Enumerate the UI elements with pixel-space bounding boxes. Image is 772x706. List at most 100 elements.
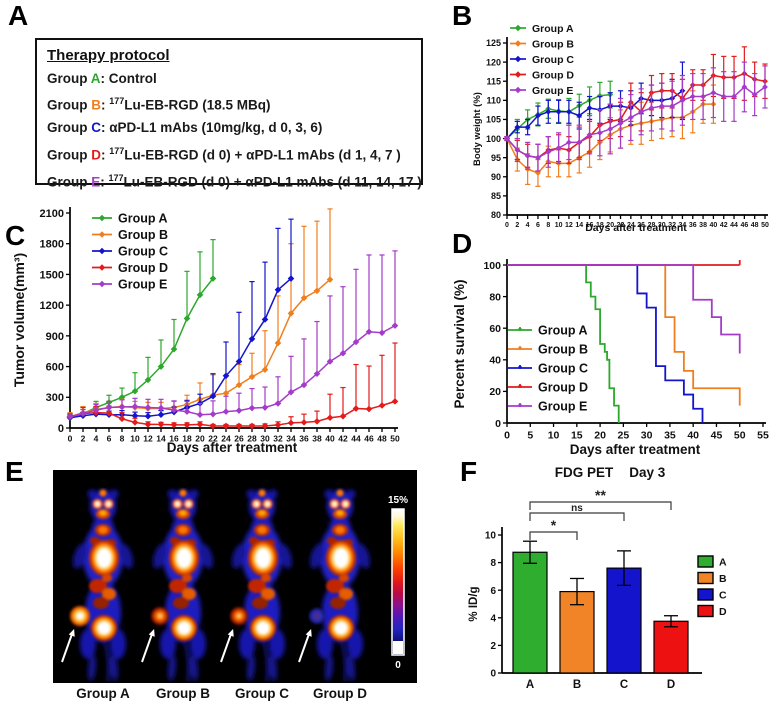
svg-text:1800: 1800	[40, 239, 64, 251]
svg-text:10: 10	[555, 222, 563, 229]
uptake-hotspots	[89, 489, 119, 641]
svg-text:2100: 2100	[40, 208, 64, 220]
svg-text:0: 0	[58, 423, 64, 435]
series-group-e	[66, 250, 399, 421]
svg-text:80: 80	[489, 291, 501, 303]
svg-text:12: 12	[143, 434, 153, 444]
svg-text:120: 120	[486, 57, 501, 67]
svg-text:95: 95	[491, 153, 501, 163]
panel-letter-f: F	[460, 456, 478, 487]
svg-text:20: 20	[606, 222, 614, 229]
sig-bracket	[529, 501, 672, 510]
svg-text:A: A	[526, 679, 534, 691]
sig-bracket	[529, 531, 578, 540]
svg-text:90: 90	[491, 172, 501, 182]
tumor-arrow	[141, 629, 155, 663]
tumor-hotspot	[70, 606, 90, 626]
svg-text:36: 36	[299, 434, 309, 444]
svg-text:28: 28	[247, 434, 257, 444]
panel-letter-a: A	[8, 0, 29, 31]
svg-text:15: 15	[571, 430, 583, 442]
protocol-title: Therapy protocol	[47, 47, 170, 64]
uptake-hotspots	[248, 489, 278, 641]
svg-text:Group B: Group B	[118, 228, 168, 242]
svg-text:24: 24	[627, 222, 635, 229]
svg-text:100: 100	[483, 260, 501, 272]
survival-chart: 0 20 40 60 80 100 0 5 10 15 20 25 30 35 40 45 50 55 Percen…	[452, 259, 769, 457]
svg-text:10: 10	[485, 531, 497, 542]
svg-text:Group D: Group D	[118, 261, 168, 275]
therapy-protocol-box: Therapy protocol Group A: Control Group B…	[35, 38, 423, 189]
svg-text:0: 0	[68, 434, 73, 444]
svg-text:2: 2	[515, 222, 519, 229]
svg-text:Group C: Group C	[532, 54, 574, 66]
pet-group-label: Group D	[313, 686, 367, 701]
svg-text:15%: 15%	[388, 495, 408, 506]
svg-text:14: 14	[575, 222, 583, 229]
svg-text:0: 0	[395, 660, 401, 671]
svg-text:115: 115	[486, 76, 501, 86]
svg-text:40: 40	[687, 430, 699, 442]
svg-text:20: 20	[195, 434, 205, 444]
svg-text:Group B: Group B	[532, 38, 574, 50]
svg-text:80: 80	[491, 210, 501, 220]
svg-text:Body weight (%): Body weight (%)	[472, 92, 483, 166]
svg-text:44: 44	[351, 434, 361, 444]
svg-text:48: 48	[751, 222, 759, 229]
tumor-hotspot	[151, 607, 169, 625]
svg-text:40: 40	[710, 222, 718, 229]
protocol-item: Group E: 177Lu-EB-RGD (d 0) + αPD-L1 mAb…	[47, 172, 422, 190]
svg-text:14: 14	[156, 434, 166, 444]
bar-d	[653, 620, 689, 674]
svg-text:16: 16	[586, 222, 594, 229]
series-group-b	[66, 208, 334, 421]
svg-text:105: 105	[486, 115, 501, 125]
uptake-hotspots	[169, 489, 199, 641]
survival-group-e	[507, 264, 741, 354]
survival-group-b	[507, 264, 741, 406]
svg-text:32: 32	[273, 434, 283, 444]
panel-letter-c: C	[5, 220, 26, 251]
sig-bracket	[529, 512, 625, 521]
svg-text:24: 24	[221, 434, 231, 444]
tumor-arrow	[61, 629, 75, 663]
legend-swatch-d	[697, 604, 714, 618]
svg-text:46: 46	[364, 434, 374, 444]
svg-text:30: 30	[641, 430, 653, 442]
svg-text:0: 0	[495, 418, 501, 430]
svg-text:10: 10	[130, 434, 140, 444]
tumor-hotspot	[309, 608, 325, 624]
svg-text:D: D	[719, 606, 727, 618]
legend-swatch-b	[697, 571, 714, 585]
tumor-arrow	[220, 629, 234, 663]
protocol-items: Group A: Control Group B: 177Lu-EB-RGD (1…	[47, 68, 422, 194]
svg-text:44: 44	[730, 222, 738, 229]
svg-text:26: 26	[637, 222, 645, 229]
pet-mouse	[61, 489, 133, 682]
svg-text:**: **	[595, 487, 606, 503]
svg-text:110: 110	[486, 96, 501, 106]
svg-text:Days after treatment: Days after treatment	[570, 442, 701, 457]
svg-text:85: 85	[491, 191, 501, 201]
svg-text:Tumor volume(mm³): Tumor volume(mm³)	[11, 253, 27, 387]
svg-text:1200: 1200	[40, 300, 64, 312]
svg-text:4: 4	[94, 434, 99, 444]
panel-letter-b: B	[452, 0, 473, 31]
svg-text:Group B: Group B	[538, 343, 588, 357]
svg-text:8: 8	[490, 558, 496, 569]
svg-text:Group E: Group E	[118, 278, 167, 292]
svg-text:B: B	[719, 573, 727, 585]
svg-text:26: 26	[234, 434, 244, 444]
svg-text:12: 12	[565, 222, 573, 229]
svg-text:38: 38	[699, 222, 707, 229]
svg-text:% ID/g: % ID/g	[468, 586, 480, 621]
series-group-d	[66, 342, 399, 430]
svg-text:30: 30	[260, 434, 270, 444]
svg-text:5: 5	[527, 430, 533, 442]
svg-text:125: 125	[486, 38, 501, 48]
svg-text:38: 38	[312, 434, 322, 444]
svg-text:Group C: Group C	[538, 362, 588, 376]
svg-text:*: *	[551, 517, 557, 533]
